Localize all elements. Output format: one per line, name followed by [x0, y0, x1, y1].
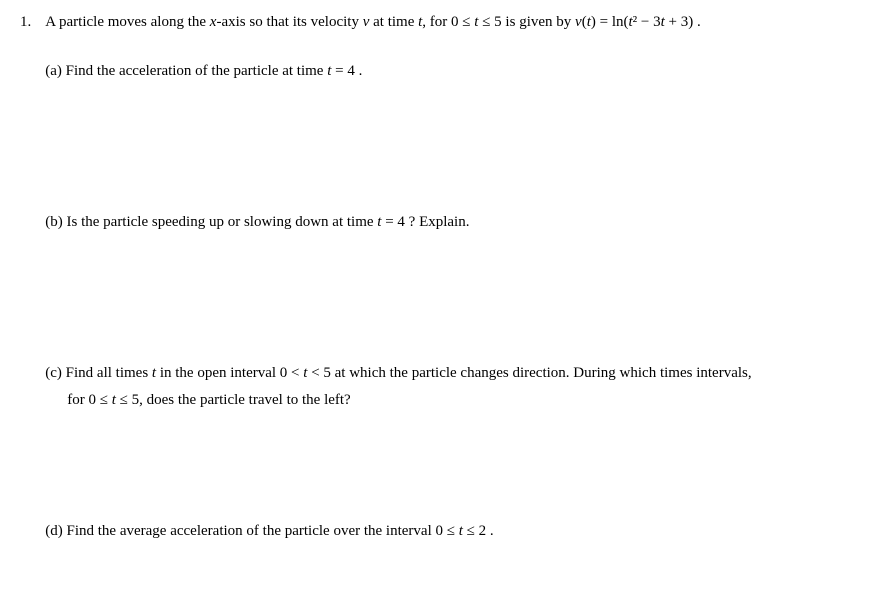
part-c-text: Find all times — [66, 365, 152, 381]
part-c-line1: (c) Find all times t in the open interva… — [45, 363, 866, 384]
part-a-text: Find the acceleration of the particle at… — [66, 63, 328, 79]
part-b-text: = 4 ? Explain. — [381, 214, 469, 230]
problem-container: 1. A particle moves along the x-axis so … — [20, 12, 866, 542]
part-b-label: (b) — [45, 214, 66, 230]
part-a-label: (a) — [45, 63, 65, 79]
statement-text: , for 0 ≤ — [422, 14, 474, 30]
statement-text: + 3) . — [665, 14, 701, 30]
part-a-text: = 4 . — [331, 63, 362, 79]
problem-statement: A particle moves along the x-axis so tha… — [45, 12, 866, 33]
statement-text: -axis so that its velocity — [216, 14, 362, 30]
part-c-text: in the open interval 0 < — [156, 365, 303, 381]
part-b-text: Is the particle speeding up or slowing d… — [67, 214, 378, 230]
part-b: (b) Is the particle speeding up or slowi… — [45, 212, 866, 233]
part-c-text: for 0 ≤ — [67, 392, 111, 408]
problem-content: A particle moves along the x-axis so tha… — [45, 12, 866, 542]
statement-var: v — [575, 14, 582, 30]
statement-text: ) = ln( — [591, 14, 629, 30]
part-c-label: (c) — [45, 365, 65, 381]
statement-text: at time — [373, 14, 418, 30]
part-c-line2: for 0 ≤ t ≤ 5, does the particle travel … — [45, 390, 866, 411]
statement-text: ² − 3 — [633, 14, 661, 30]
part-d-label: (d) — [45, 523, 66, 539]
statement-var: v — [363, 14, 373, 30]
part-c-text: < 5 at which the particle changes direct… — [307, 365, 751, 381]
problem-number: 1. — [20, 12, 31, 542]
part-d-text: ≤ 2 . — [463, 523, 494, 539]
statement-text: A particle moves along the — [45, 14, 210, 30]
statement-text: ≤ 5 is given by — [478, 14, 575, 30]
part-d-text: Find the average acceleration of the par… — [67, 523, 459, 539]
part-c: (c) Find all times t in the open interva… — [45, 363, 866, 411]
part-d: (d) Find the average acceleration of the… — [45, 521, 866, 542]
part-a: (a) Find the acceleration of the particl… — [45, 61, 866, 82]
part-c-text: ≤ 5, does the particle travel to the lef… — [116, 392, 351, 408]
